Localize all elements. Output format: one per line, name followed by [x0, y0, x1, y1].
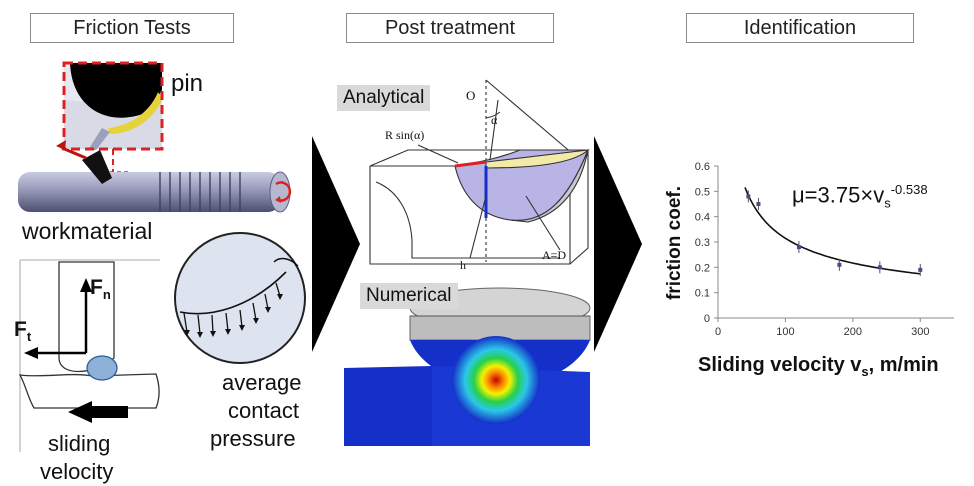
ft-label: Ft	[14, 318, 31, 344]
data-point-0	[746, 194, 751, 199]
y-tick-label-2: 0.2	[695, 262, 710, 274]
y-tick-label-5: 0.5	[695, 186, 710, 198]
x-tick-label-3: 300	[911, 326, 929, 338]
chart-x-axis-sub: s	[861, 364, 869, 379]
velocity-arrow	[90, 406, 128, 418]
pressure-label-1: average	[222, 370, 302, 395]
sliding-label-1: sliding	[48, 431, 111, 456]
pin-on-workpiece	[82, 150, 112, 184]
pin-label: pin	[171, 70, 204, 97]
numerical-simulation	[344, 287, 591, 446]
pressure-label-3: pressure	[210, 426, 296, 451]
sliding-label-2: velocity	[40, 459, 114, 484]
chevron-arrow-1	[312, 136, 360, 352]
equation-sub: s	[884, 195, 891, 211]
y-tick-label-1: 0.1	[695, 288, 710, 300]
y-tick-label-4: 0.4	[695, 212, 710, 224]
chart-x-axis-unit: , m/min	[868, 354, 939, 376]
fn-sub: n	[102, 287, 111, 303]
chart-x-axis-main: Sliding velocity v	[698, 354, 862, 376]
chart-equation: μ=3.75×vs-0.538	[790, 182, 930, 211]
equation-sup: -0.538	[890, 182, 928, 197]
chart-x-axis-label: Sliding velocity vs, m/min	[698, 354, 939, 379]
fn-label: Fn	[90, 276, 111, 302]
pressure-label-2: contact	[228, 398, 299, 423]
pin-zoom	[62, 61, 164, 151]
data-point-3	[837, 262, 842, 267]
ft-main: F	[14, 318, 27, 341]
analytical-label: Analytical	[337, 85, 431, 111]
a-d-label: A=D	[542, 248, 567, 262]
data-point-5	[918, 267, 923, 272]
chart-layer: 0 0.1 0.2 0.3 0.4 0.5 0.6 0 100 200 300	[695, 161, 930, 338]
chart-y-axis-label: friction coef.	[664, 186, 685, 301]
y-tick-label-6: 0.6	[695, 161, 710, 173]
chevron-arrow-2	[594, 136, 642, 352]
y-tick-label-3: 0.3	[695, 237, 710, 249]
ft-sub: t	[26, 329, 32, 345]
y-tick-label-0: 0	[704, 313, 710, 325]
fit-curve	[744, 187, 921, 275]
header-identification: Identification	[686, 13, 914, 43]
analytical-schematic	[369, 79, 590, 265]
header-friction-tests: Friction Tests	[30, 13, 234, 43]
x-tick-label-0: 0	[715, 326, 721, 338]
workmaterial-label: workmaterial	[22, 218, 153, 244]
x-tick-label-2: 200	[844, 326, 862, 338]
origin-label: O	[466, 88, 476, 103]
feed-arrow	[61, 146, 87, 160]
data-point-1	[756, 202, 761, 206]
fn-main: F	[90, 276, 103, 299]
equation-main: μ=3.75×v	[792, 182, 885, 208]
r-sin-label: R sin(α)	[385, 128, 425, 142]
x-tick-label-1: 100	[776, 326, 794, 338]
pressure-circle	[174, 232, 306, 364]
data-point-4	[877, 265, 882, 270]
header-post-treatment: Post treatment	[346, 13, 554, 43]
numerical-label: Numerical	[360, 283, 458, 309]
data-point-2	[796, 245, 801, 250]
alpha-label: α	[491, 113, 498, 127]
h-label: h	[460, 258, 466, 272]
workmaterial-cylinder	[18, 171, 292, 213]
